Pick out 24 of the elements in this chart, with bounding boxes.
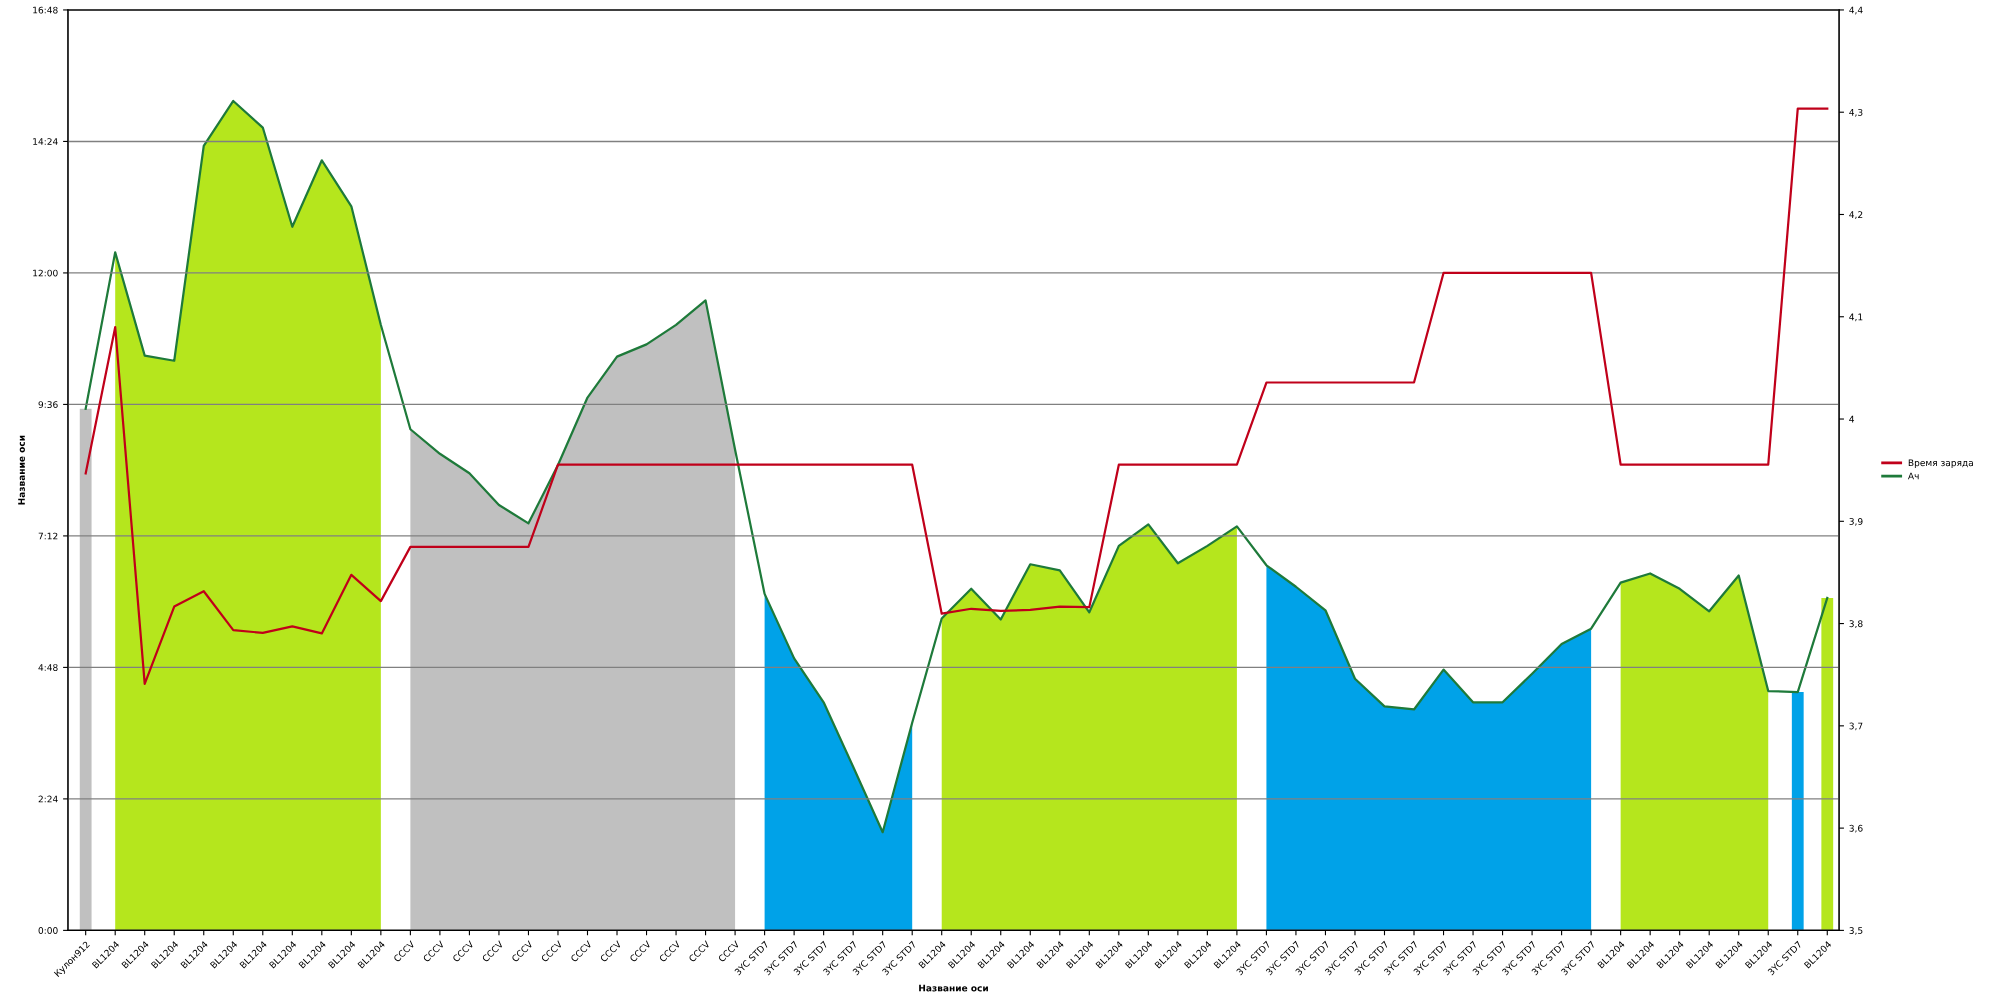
y-tick-label: 12:00	[33, 269, 58, 277]
y2-tick-label: 4,3	[1849, 108, 1863, 117]
y-tick-label: 16:48	[33, 6, 58, 14]
y2-tick-label: 4,4	[1849, 6, 1863, 15]
y2-tick-label: 3,5	[1849, 927, 1863, 935]
line-series	[84, 99, 1829, 834]
y2-tick-label: 4,1	[1849, 313, 1863, 322]
y-tick-label: 7:12	[38, 532, 58, 540]
legend-label: Время заряда	[1908, 459, 1973, 468]
y-tick-label: 9:36	[38, 401, 58, 408]
x-axis-title: Название оси	[919, 984, 988, 992]
y2-tick-label: 4	[1849, 415, 1855, 423]
y2-tick-label: 3,9	[1849, 518, 1863, 526]
y2-tick-label: 3,8	[1849, 620, 1863, 629]
y-tick-label: 2:24	[38, 795, 58, 803]
legend-label: Ач	[1907, 472, 1919, 480]
y2-tick-label: 4,2	[1849, 211, 1863, 219]
y2-tick-label: 3,6	[1849, 824, 1863, 833]
y2-tick-label: 3,7	[1849, 722, 1863, 731]
y-tick-label: 4:48	[38, 664, 58, 671]
y-tick-label: 0:00	[38, 927, 58, 934]
y-tick-label: 14:24	[33, 138, 58, 145]
y-axis-title: Название оси	[18, 435, 25, 505]
line-series	[84, 107, 1829, 685]
